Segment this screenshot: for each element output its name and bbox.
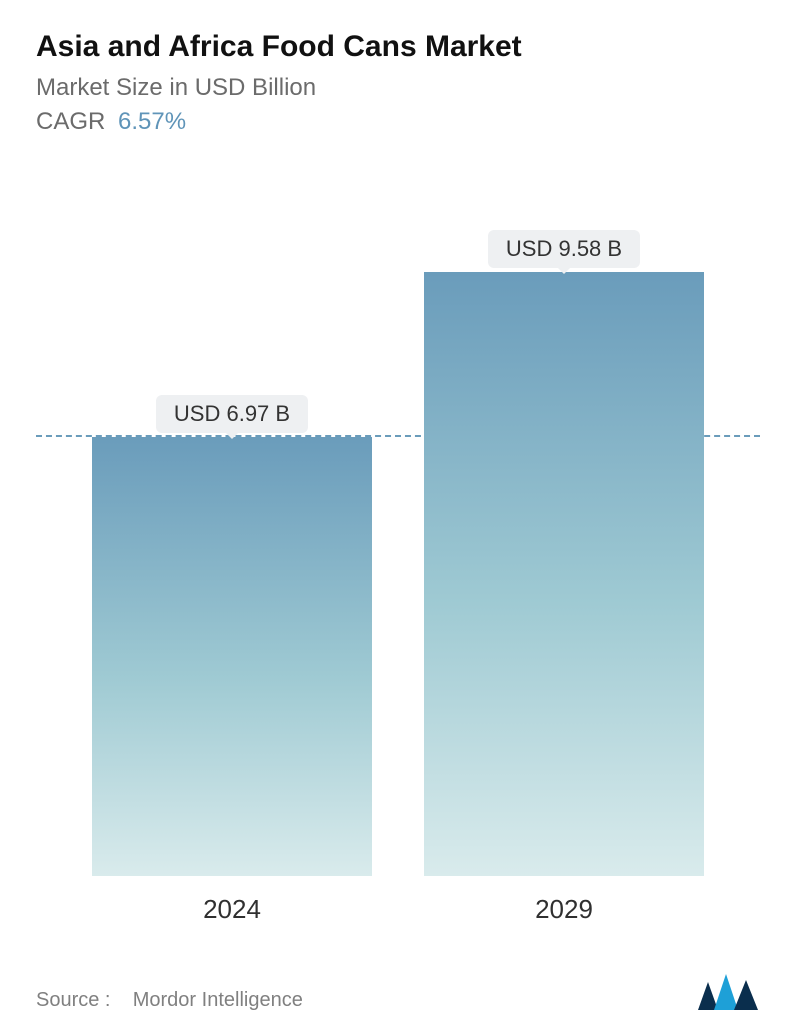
source-label: Source :: [36, 989, 110, 1011]
footer: Source : Mordor Intelligence: [36, 972, 760, 1012]
bar-1: [424, 272, 704, 876]
chart-area: USD 6.97 B USD 9.58 B: [36, 196, 760, 876]
value-badge-1: USD 9.58 B: [488, 230, 640, 268]
bars-container: USD 6.97 B USD 9.58 B: [36, 196, 760, 876]
bar-group-1: USD 9.58 B: [424, 230, 704, 876]
logo-icon: [696, 972, 760, 1012]
chart-subtitle: Market Size in USD Billion: [36, 74, 760, 102]
x-label-0: 2024: [92, 894, 372, 925]
value-badge-0: USD 6.97 B: [156, 395, 308, 433]
bar-0: [92, 437, 372, 876]
x-label-1: 2029: [424, 894, 704, 925]
cagr-row: CAGR 6.57%: [36, 108, 760, 136]
brand-logo: [696, 972, 760, 1012]
x-axis-labels: 2024 2029: [36, 876, 760, 925]
bar-group-0: USD 6.97 B: [92, 395, 372, 876]
cagr-label: CAGR: [36, 108, 105, 135]
source-text: Source : Mordor Intelligence: [36, 989, 303, 1012]
cagr-value: 6.57%: [118, 108, 186, 135]
chart-title: Asia and Africa Food Cans Market: [36, 30, 760, 64]
source-name: Mordor Intelligence: [133, 989, 303, 1011]
